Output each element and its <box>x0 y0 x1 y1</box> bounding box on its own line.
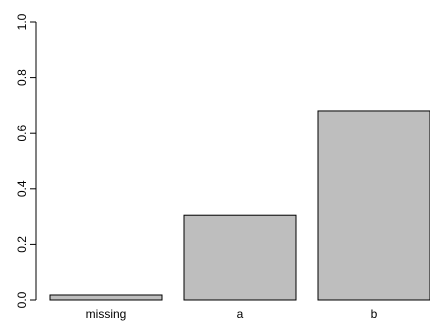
x-category-label: b <box>371 307 378 321</box>
x-category-label: a <box>237 307 244 321</box>
bar-missing <box>49 294 163 301</box>
y-tick-label: 0.6 <box>15 125 29 142</box>
y-tick-label: 0.2 <box>15 236 29 253</box>
bar-a <box>183 214 297 301</box>
x-axis-labels: missing a b <box>86 307 378 321</box>
bars <box>49 110 430 301</box>
y-tick-label: 0.8 <box>15 69 29 86</box>
x-category-label: missing <box>86 307 127 321</box>
y-tick-label: 0.4 <box>15 180 29 197</box>
y-tick-label: 1.0 <box>15 13 29 30</box>
bar-b <box>317 110 430 301</box>
y-axis: 0.0 0.2 0.4 0.6 0.8 1.0 <box>15 13 37 308</box>
y-tick-label: 0.0 <box>15 291 29 308</box>
